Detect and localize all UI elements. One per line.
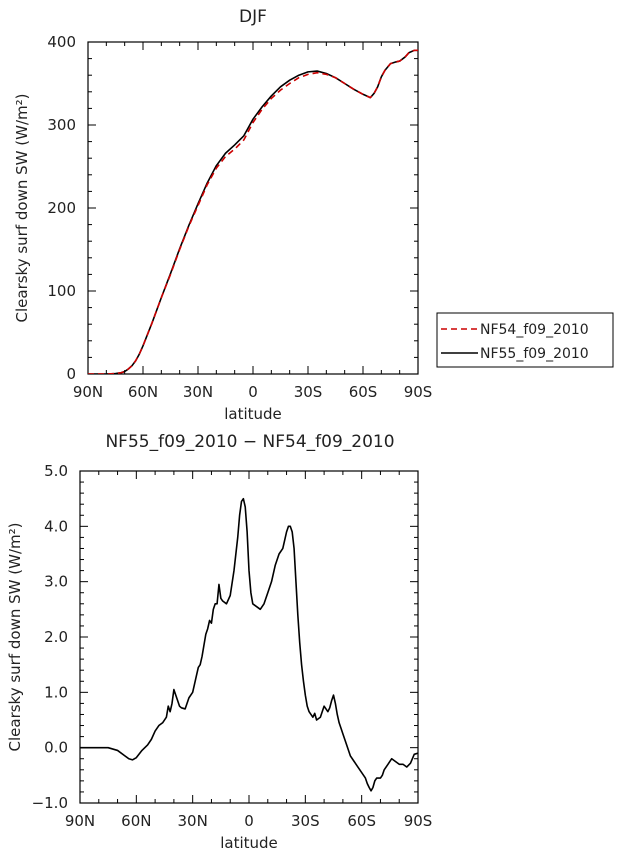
chart-panel-2: NF55_f09_2010 − NF54_f09_2010 90N 60N 30N 0 3… (6, 432, 432, 852)
x-tick-label: 60N (121, 812, 151, 830)
y-tick-label: 400 (47, 33, 76, 51)
series-line-1 (80, 497, 418, 792)
y-tick-label: 5.0 (44, 462, 68, 480)
y-tick-label: 2.0 (44, 628, 68, 646)
x-tick-label: 60S (349, 383, 378, 401)
plot-frame (87, 41, 419, 375)
y-tick-label: 100 (47, 282, 76, 300)
x-tick-label: 90S (404, 383, 433, 401)
y-tick-label: 4.0 (44, 517, 68, 535)
chart-title: NF55_f09_2010 − NF54_f09_2010 (105, 432, 394, 452)
x-axis-label: latitude (224, 405, 282, 423)
y-tick-label: 1.0 (44, 683, 68, 701)
y-tick-label: 0.0 (44, 739, 68, 757)
legend-entry-label: NF54_f09_2010 (480, 322, 589, 338)
y-tick-label: 300 (47, 116, 76, 134)
x-tick-label: 90N (73, 383, 103, 401)
legend-box (436, 312, 614, 368)
x-tick-label: 0 (244, 812, 254, 830)
y-tick-label: 200 (47, 199, 76, 217)
series-line-1 (88, 49, 418, 374)
x-tick-label: 30S (291, 812, 320, 830)
y-tick-label: 0 (66, 365, 76, 383)
x-tick-label: 60N (128, 383, 158, 401)
y-tick-label: 3.0 (44, 573, 68, 591)
chart-title: DJF (239, 7, 267, 27)
x-tick-label: 0 (248, 383, 258, 401)
x-tick-label: 90S (404, 812, 433, 830)
chart-panel-1: DJF 90N 60N 30N 0 30S 60S 90S 0 100 200 300 400 latit… (13, 7, 614, 423)
series-line-2 (88, 49, 418, 374)
x-tick-label: 30S (294, 383, 323, 401)
x-axis-label: latitude (220, 834, 278, 852)
y-axis-label: Clearsky surf down SW (W/m²) (13, 94, 31, 323)
legend: NF54_f09_2010 NF55_f09_2010 (436, 312, 614, 368)
x-tick-label: 30N (183, 383, 213, 401)
x-tick-label: 60S (347, 812, 376, 830)
y-axis-label: Clearsky surf down SW (W/m²) (6, 523, 24, 752)
x-tick-label: 30N (178, 812, 208, 830)
legend-entry-label: NF55_f09_2010 (480, 346, 589, 362)
plot-frame (79, 470, 419, 804)
x-tick-label: 90N (65, 812, 95, 830)
y-tick-label: −1.0 (32, 794, 68, 812)
